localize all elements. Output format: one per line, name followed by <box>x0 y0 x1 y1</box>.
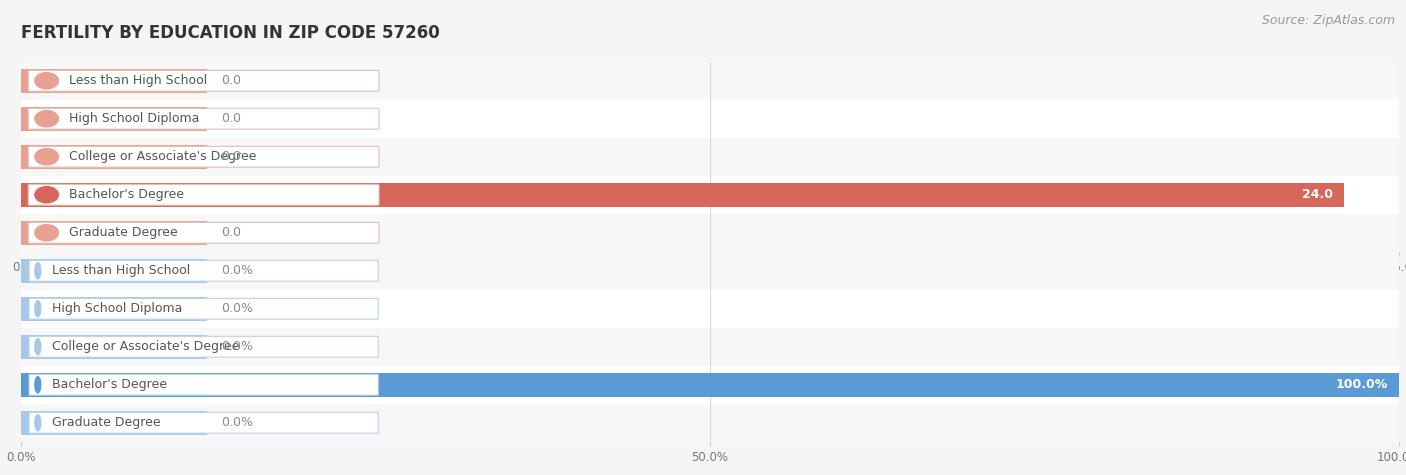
Text: 24.0: 24.0 <box>1302 188 1333 201</box>
Bar <box>21 366 1399 404</box>
FancyBboxPatch shape <box>28 70 380 91</box>
Text: College or Associate's Degree: College or Associate's Degree <box>69 150 257 163</box>
Text: 0.0: 0.0 <box>221 112 240 125</box>
Bar <box>21 107 207 131</box>
Text: Graduate Degree: Graduate Degree <box>52 416 160 429</box>
FancyBboxPatch shape <box>30 412 378 433</box>
FancyBboxPatch shape <box>30 298 378 319</box>
Text: Less than High School: Less than High School <box>52 264 190 277</box>
FancyBboxPatch shape <box>30 336 378 357</box>
Bar <box>21 176 1399 214</box>
Text: 0.0: 0.0 <box>221 74 240 87</box>
Circle shape <box>35 301 41 317</box>
Bar <box>21 404 1399 442</box>
Circle shape <box>35 187 59 203</box>
FancyBboxPatch shape <box>30 374 378 395</box>
Bar <box>21 328 1399 366</box>
Bar <box>21 62 1399 100</box>
Bar <box>21 290 1399 328</box>
Text: FERTILITY BY EDUCATION IN ZIP CODE 57260: FERTILITY BY EDUCATION IN ZIP CODE 57260 <box>21 24 440 42</box>
FancyBboxPatch shape <box>28 184 380 205</box>
Bar <box>21 373 1399 397</box>
Text: Graduate Degree: Graduate Degree <box>69 226 179 239</box>
Text: 0.0%: 0.0% <box>221 340 253 353</box>
FancyBboxPatch shape <box>28 108 380 129</box>
Text: 100.0%: 100.0% <box>1336 378 1388 391</box>
Text: College or Associate's Degree: College or Associate's Degree <box>52 340 239 353</box>
Circle shape <box>35 73 59 89</box>
Bar <box>21 69 207 93</box>
Bar <box>21 411 207 435</box>
Text: 0.0%: 0.0% <box>221 416 253 429</box>
Text: Bachelor's Degree: Bachelor's Degree <box>69 188 184 201</box>
Circle shape <box>35 111 59 127</box>
FancyBboxPatch shape <box>28 222 380 243</box>
Text: High School Diploma: High School Diploma <box>52 302 183 315</box>
Circle shape <box>35 149 59 165</box>
Text: High School Diploma: High School Diploma <box>69 112 200 125</box>
Circle shape <box>35 377 41 393</box>
Text: Less than High School: Less than High School <box>69 74 208 87</box>
Text: 0.0: 0.0 <box>221 226 240 239</box>
Bar <box>21 145 207 169</box>
Text: 0.0%: 0.0% <box>221 302 253 315</box>
Circle shape <box>35 339 41 355</box>
Bar <box>21 259 207 283</box>
Bar <box>21 297 207 321</box>
FancyBboxPatch shape <box>30 260 378 281</box>
Bar <box>21 252 1399 290</box>
Circle shape <box>35 225 59 241</box>
FancyBboxPatch shape <box>28 146 380 167</box>
Bar <box>21 221 207 245</box>
Bar <box>21 138 1399 176</box>
Bar <box>21 335 207 359</box>
Text: 0.0: 0.0 <box>221 150 240 163</box>
Text: Bachelor's Degree: Bachelor's Degree <box>52 378 167 391</box>
Text: Source: ZipAtlas.com: Source: ZipAtlas.com <box>1261 14 1395 27</box>
Circle shape <box>35 263 41 279</box>
Bar <box>21 214 1399 252</box>
Bar <box>21 183 1344 207</box>
Circle shape <box>35 415 41 431</box>
Bar <box>21 100 1399 138</box>
Text: 0.0%: 0.0% <box>221 264 253 277</box>
